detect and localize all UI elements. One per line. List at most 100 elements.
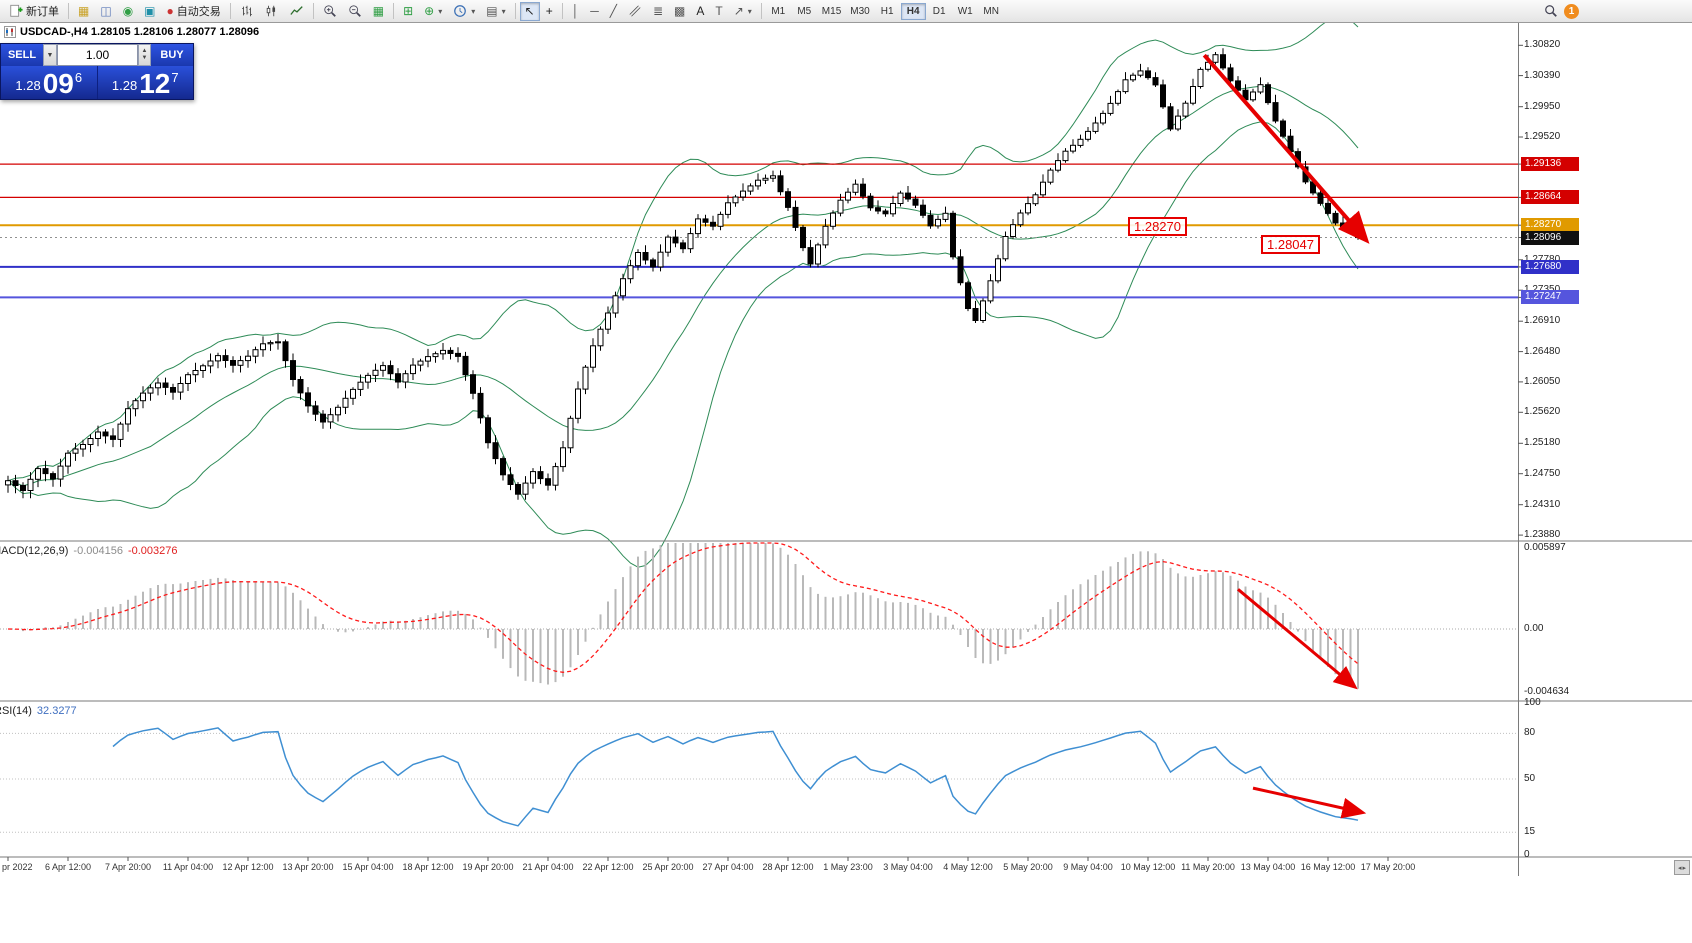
one-click-trading-panel: SELL ▼ 1.00 ▲ ▼ BUY 1.28 09 6 1.28 12 7 — [0, 43, 194, 100]
navigator-icon: ◉ — [122, 4, 134, 18]
volume-input[interactable]: 1.00 — [57, 44, 138, 66]
sell-price-big: 09 — [42, 68, 74, 100]
order-type-dropdown[interactable]: ▼ — [43, 44, 57, 66]
buy-button[interactable]: BUY — [151, 44, 193, 66]
cursor-icon: ↖ — [524, 4, 535, 18]
chart-line-button[interactable] — [285, 2, 309, 21]
grid-tool-button[interactable]: ▩ — [669, 2, 690, 21]
zoom-in-icon — [324, 5, 336, 17]
new-order-button[interactable]: 新订单 — [4, 2, 64, 21]
price-annotation-low[interactable]: 1.28047 — [1261, 235, 1320, 254]
rsi-value: 32.3277 — [36, 705, 77, 717]
data-window-button[interactable]: ◫ — [95, 2, 116, 21]
vertical-line-tool-button[interactable]: │ — [567, 2, 585, 21]
arrows-icon: ↗ — [733, 4, 744, 18]
candlestick-icon — [266, 5, 275, 17]
clock-icon — [454, 5, 467, 17]
terminal-button[interactable]: ▣ — [139, 2, 160, 21]
timeframe-h1[interactable]: H1 — [880, 5, 894, 17]
trade-panel-divider — [96, 66, 98, 99]
trade-panel-price-row: 1.28 09 6 1.28 12 7 — [1, 66, 193, 99]
timeframe-bar: M1 M5 M15 M30 H1 H4 D1 W1 MN — [766, 2, 1004, 20]
chart-bars-button[interactable] — [235, 2, 259, 21]
terminal-icon: ▣ — [144, 4, 156, 18]
macd-main-value: -0.004156 — [73, 545, 123, 557]
line-chart-icon — [290, 6, 303, 15]
horizontal-line-icon: ─ — [590, 4, 599, 18]
horizontal-line-tool-button[interactable]: ─ — [585, 2, 604, 21]
rsi-indicator-label: RSI(14) 32.3277 — [0, 705, 77, 717]
vertical-line-icon: │ — [571, 4, 580, 18]
toolbar-separator — [760, 3, 762, 19]
text-icon: A — [696, 4, 705, 18]
volume-stepper[interactable]: ▲ ▼ — [138, 44, 151, 66]
chart-scroll-corner[interactable]: ◂ ▸ — [1674, 860, 1690, 875]
scroll-right-icon: ▸ — [1682, 864, 1687, 872]
channel-tool-button[interactable] — [623, 2, 647, 21]
chart-type-icon — [4, 26, 16, 38]
fibonacci-tool-button[interactable]: ≣ — [648, 2, 668, 21]
timeframe-mn[interactable]: MN — [983, 5, 999, 17]
new-order-label: 新订单 — [26, 6, 59, 18]
indicator-list-icon: ⊞ — [403, 4, 414, 18]
zoom-out-icon — [349, 5, 361, 17]
sell-price-prefix: 1.28 — [15, 78, 41, 93]
trendline-icon: ╱ — [609, 4, 617, 18]
macd-indicator-label: MACD(12,26,9) -0.004156 -0.003276 — [0, 545, 178, 557]
sell-price-pip: 6 — [74, 70, 83, 85]
timeframe-w1[interactable]: W1 — [957, 5, 973, 17]
buy-price-prefix: 1.28 — [111, 78, 138, 93]
timeframe-m30[interactable]: M30 — [850, 5, 870, 17]
timeframe-h4[interactable]: H4 — [900, 2, 926, 20]
toolbar-separator — [312, 3, 314, 19]
zoom-in-button[interactable] — [318, 2, 342, 21]
grid-icon: ▩ — [674, 4, 686, 18]
add-indicator-button[interactable]: ⊕ ▾ — [419, 2, 447, 21]
sell-price[interactable]: 1.28 09 6 — [1, 66, 97, 99]
crosshair-tool-button[interactable]: + — [541, 2, 558, 21]
zoom-out-button[interactable] — [343, 2, 367, 21]
crosshair-icon: + — [545, 4, 553, 18]
sell-button[interactable]: SELL — [1, 44, 43, 66]
toolbar-separator — [229, 3, 231, 19]
templates-button[interactable]: ▤ ▾ — [481, 2, 510, 21]
macd-name: MACD(12,26,9) — [0, 545, 69, 557]
auto-trading-button[interactable]: ● 自动交易 — [162, 2, 226, 21]
rsi-name: RSI(14) — [0, 705, 32, 717]
ohlc-bars-icon — [241, 5, 252, 17]
toolbar-separator — [561, 3, 563, 19]
tile-windows-button[interactable]: ▦ — [368, 2, 389, 21]
timeframe-m15[interactable]: M15 — [821, 5, 842, 17]
chevron-down-icon: ▾ — [747, 6, 752, 16]
price-annotation-level[interactable]: 1.28270 — [1128, 217, 1187, 236]
template-icon: ▤ — [486, 4, 498, 18]
buy-price-pip: 7 — [171, 70, 179, 85]
toolbar-separator — [68, 3, 69, 19]
indicator-list-button[interactable]: ⊞ — [398, 2, 418, 21]
periods-button[interactable]: ▾ — [448, 2, 480, 21]
add-indicator-icon: ⊕ — [424, 4, 435, 18]
chevron-down-icon: ▾ — [471, 6, 476, 16]
timeframe-d1[interactable]: D1 — [932, 5, 946, 17]
navigator-button[interactable]: ◉ — [118, 2, 138, 21]
timeframe-m5[interactable]: M5 — [797, 5, 812, 17]
text-tool-button[interactable]: A — [691, 2, 709, 21]
label-tool-button[interactable]: T — [710, 2, 727, 21]
new-order-icon — [10, 4, 23, 17]
trendline-tool-button[interactable]: ╱ — [605, 2, 622, 21]
cursor-tool-button[interactable]: ↖ — [519, 1, 540, 21]
notification-badge[interactable]: 1 — [1564, 3, 1579, 19]
scroll-left-icon: ◂ — [1677, 864, 1682, 872]
market-watch-button[interactable]: ▦ — [73, 2, 94, 21]
trade-panel-top-row: SELL ▼ 1.00 ▲ ▼ BUY — [1, 44, 193, 66]
auto-trading-label: 自动交易 — [176, 6, 221, 18]
chart-header-text: USDCAD-,H4 1.28105 1.28106 1.28077 1.280… — [20, 26, 260, 38]
buy-price[interactable]: 1.28 12 7 — [98, 66, 194, 99]
search-button[interactable] — [1539, 2, 1563, 21]
auto-trading-icon: ● — [166, 4, 174, 18]
data-window-icon: ◫ — [100, 4, 112, 18]
arrows-tool-button[interactable]: ↗ ▾ — [729, 2, 757, 21]
chart-candles-button[interactable] — [260, 2, 284, 21]
timeframe-m1[interactable]: M1 — [771, 5, 786, 17]
